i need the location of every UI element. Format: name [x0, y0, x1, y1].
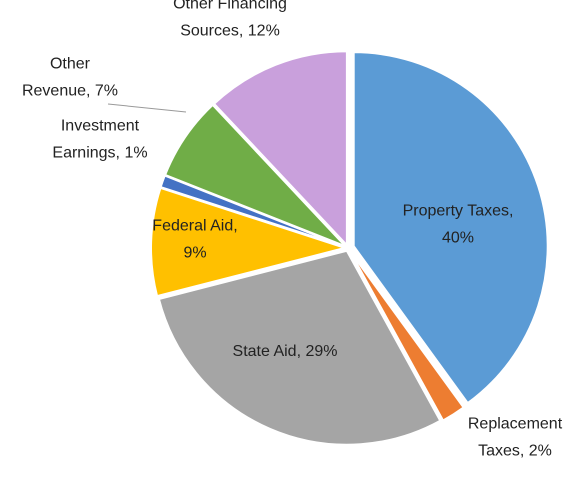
- pie-slice: [348, 249, 466, 422]
- pie-slice: [352, 51, 549, 405]
- slice-label: 9%: [183, 245, 206, 262]
- slice-label: 40%: [442, 230, 474, 247]
- pie-slice: [163, 103, 347, 248]
- pie-slice: [212, 50, 348, 248]
- pie-slice: [150, 186, 349, 298]
- slice-label: Property Taxes,: [403, 203, 514, 220]
- slice-label: Taxes, 2%: [478, 443, 552, 460]
- slice-label: Sources, 12%: [180, 23, 280, 40]
- slice-label: Earnings, 1%: [52, 145, 147, 162]
- slice-label: Federal Aid,: [152, 218, 237, 235]
- slice-label: Investment: [61, 118, 140, 135]
- slice-label: Other Financing: [173, 0, 287, 13]
- slice-label: Replacement: [468, 416, 563, 433]
- slice-label: Revenue, 7%: [22, 83, 118, 100]
- leader-line: [107, 103, 187, 113]
- slice-label: State Aid, 29%: [233, 343, 338, 360]
- slice-label: Other: [50, 56, 91, 73]
- pie-slice: [157, 249, 442, 446]
